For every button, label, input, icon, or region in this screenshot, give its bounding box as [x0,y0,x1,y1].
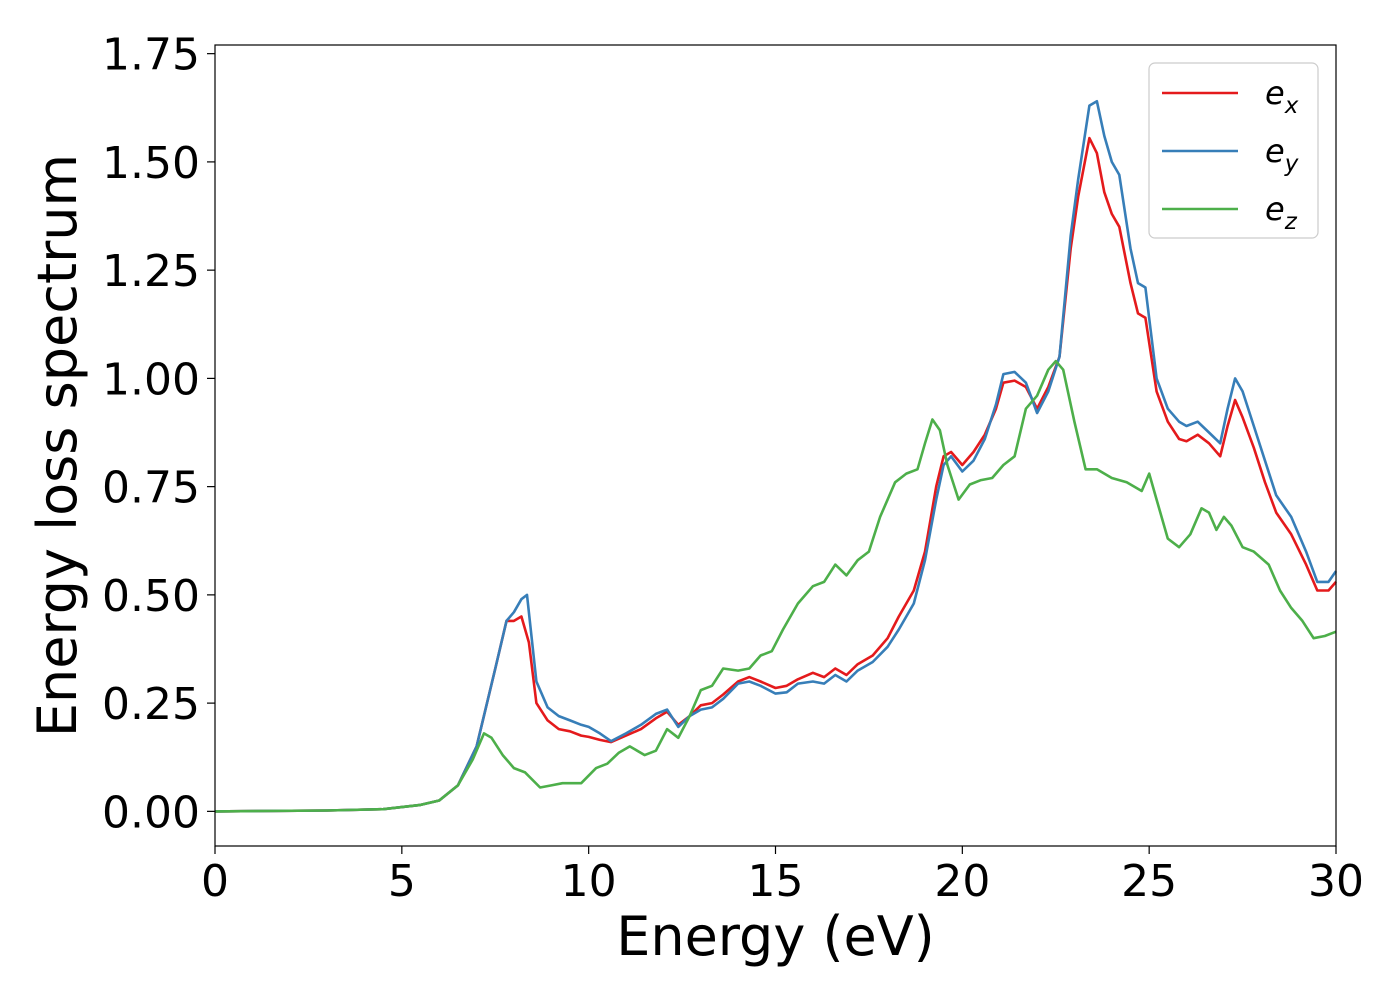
axis-ticks: 0 5 10 15 20 25 30 0.00 0.25 0.50 0.75 1.00 1.25 1.50… [102,30,1364,907]
series-line-x [214,136,1337,813]
legend-label-x: ex [1265,74,1299,119]
y-tick-label: 0.50 [102,571,200,622]
y-axis-title: Energy loss spectrum [26,154,89,737]
x-axis-title: Energy (eV) [616,905,935,968]
legend-label-y: ey [1265,132,1299,177]
x-tick-label: 0 [201,856,229,907]
legend-label-z: ez [1265,190,1298,235]
y-tick-label: 1.00 [102,354,200,405]
x-tick-label: 10 [561,856,617,907]
x-tick-label: 30 [1308,856,1364,907]
y-tick-label: 1.75 [102,30,200,81]
y-tick-label: 0.25 [102,679,200,730]
series-lines [214,100,1338,813]
y-tick-label: 0.75 [102,463,200,514]
y-tick-label: 1.50 [102,138,200,189]
legend: ex ey ez [1148,62,1319,239]
x-tick-label: 25 [1121,856,1177,907]
series-line-y [214,100,1338,813]
y-tick-label: 1.25 [102,246,200,297]
y-tick-label: 0.00 [102,787,200,838]
x-tick-label: 20 [934,856,990,907]
x-tick-label: 5 [388,856,416,907]
plot-frame [214,44,1337,847]
series-line-z [214,359,1337,813]
x-tick-label: 15 [748,856,804,907]
